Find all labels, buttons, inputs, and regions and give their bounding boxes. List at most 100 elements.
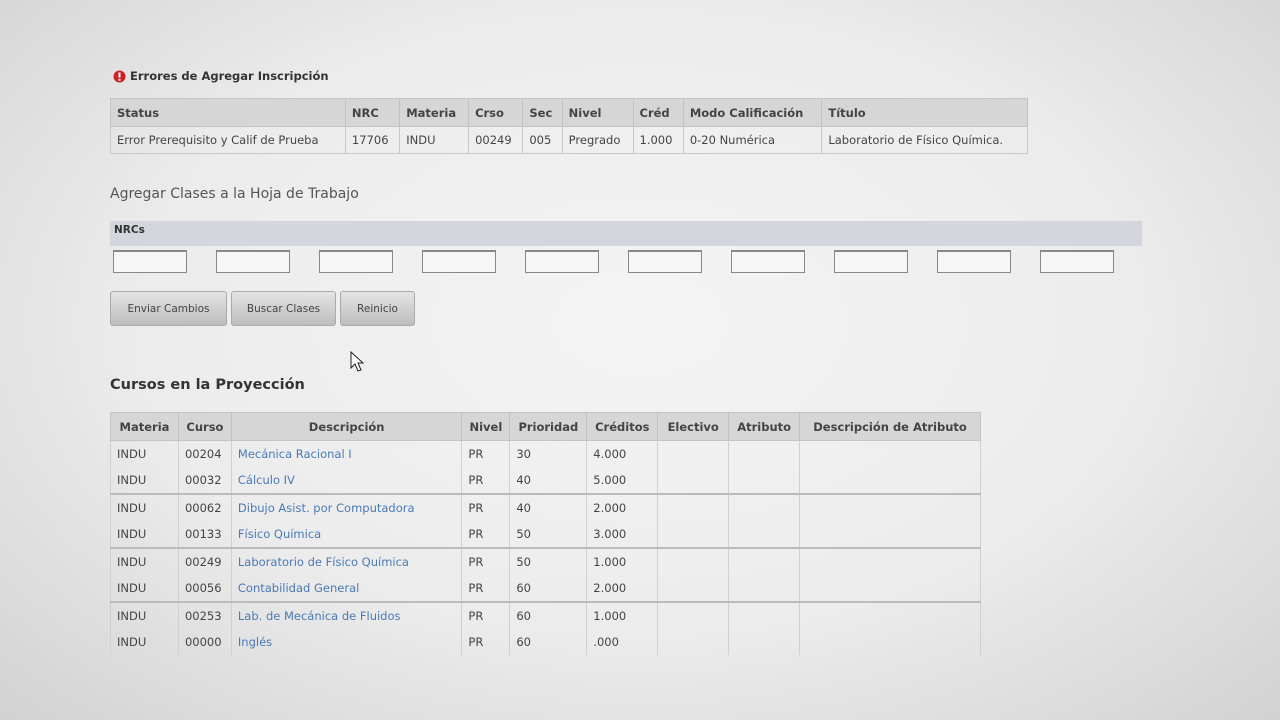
- cell: 005: [522, 126, 563, 154]
- cell: 17706: [344, 126, 401, 154]
- search-button[interactable]: Buscar Clases: [231, 291, 336, 326]
- cell: PR: [461, 467, 511, 494]
- course-link[interactable]: Físico Química: [237, 527, 322, 541]
- empty-cell: [657, 575, 730, 602]
- submit-button[interactable]: Enviar Cambios: [110, 291, 227, 326]
- cell: 30: [509, 440, 588, 467]
- header-cell: Materia: [110, 412, 179, 441]
- cell: Laboratorio de Físico Química: [230, 547, 463, 575]
- cell: 4.000: [586, 440, 659, 467]
- nrc-input[interactable]: [1040, 250, 1114, 273]
- error-row: Error Prerequisito y Calif de Prueba 1770…: [110, 126, 1028, 154]
- cell: 1.000: [632, 126, 684, 154]
- courses-title: Cursos en la Proyección: [110, 377, 305, 393]
- course-link[interactable]: Dibujo Asist. por Computadora: [237, 501, 415, 515]
- cell: 00204: [177, 440, 232, 467]
- empty-cell: [657, 440, 730, 467]
- nrc-input[interactable]: [216, 250, 290, 273]
- cell: 50: [509, 547, 588, 575]
- header-cell: Modo Calificación: [682, 98, 823, 127]
- cell: 40: [509, 467, 588, 494]
- course-link[interactable]: Lab. de Mecánica de Fluidos: [237, 609, 401, 623]
- cell: Inglés: [230, 629, 463, 655]
- header-cell: Título: [821, 98, 1028, 127]
- empty-cell: [799, 575, 981, 602]
- cell: 50: [509, 521, 588, 548]
- nrc-input[interactable]: [731, 250, 805, 273]
- courses-clip: Materia Curso Descripción Nivel Prioridad Cré…: [110, 412, 990, 665]
- cell: 00253: [177, 601, 232, 629]
- cell: Dibujo Asist. por Computadora: [230, 493, 463, 521]
- nrc-input[interactable]: [319, 250, 393, 273]
- nrc-input[interactable]: [422, 250, 496, 273]
- header-cell: Descripción de Atributo: [799, 412, 981, 441]
- cell: Físico Química: [230, 521, 463, 548]
- empty-cell: [728, 601, 801, 629]
- empty-cell: [799, 547, 981, 575]
- nrc-input[interactable]: [834, 250, 908, 273]
- nrc-input[interactable]: [628, 250, 702, 273]
- empty-cell: [799, 521, 981, 548]
- cell: 2.000: [586, 575, 659, 602]
- course-row: INDU 00133 Físico Química PR 50 3.000: [110, 521, 981, 548]
- course-row: INDU 00032 Cálculo IV PR 40 5.000: [110, 467, 981, 494]
- header-cell: Sec: [522, 98, 563, 127]
- course-link[interactable]: Inglés: [237, 635, 273, 649]
- cell: 00062: [177, 493, 232, 521]
- cell: INDU: [110, 521, 179, 548]
- empty-cell: [728, 467, 801, 494]
- nrc-input[interactable]: [525, 250, 599, 273]
- header-row: Materia Curso Descripción Nivel Prioridad Cré…: [110, 412, 981, 441]
- empty-cell: [799, 467, 981, 494]
- empty-cell: [728, 521, 801, 548]
- course-link[interactable]: Cálculo IV: [237, 473, 295, 487]
- header-cell: Curso: [177, 412, 232, 441]
- header-cell: Créditos: [586, 412, 659, 441]
- cell: 60: [509, 629, 588, 655]
- header-cell: Materia: [399, 98, 470, 127]
- empty-cell: [799, 629, 981, 655]
- empty-cell: [657, 547, 730, 575]
- cell: 60: [509, 601, 588, 629]
- nrc-input[interactable]: [113, 250, 187, 273]
- cell: PR: [461, 575, 511, 602]
- header-cell: NRC: [344, 98, 401, 127]
- cell: 2.000: [586, 493, 659, 521]
- cell: PR: [461, 493, 511, 521]
- cell: INDU: [110, 467, 179, 494]
- course-link[interactable]: Contabilidad General: [237, 581, 360, 595]
- course-row: INDU 00000 Inglés PR 60.000: [110, 629, 981, 655]
- cell: 1.000: [586, 547, 659, 575]
- header-cell: Nivel: [461, 412, 511, 441]
- cell: INDU: [110, 629, 179, 655]
- course-row: INDU 00056 Contabilidad General PR 60 2.000: [110, 575, 981, 602]
- cell: 00133: [177, 521, 232, 548]
- cell: 5.000: [586, 467, 659, 494]
- cell: PR: [461, 547, 511, 575]
- course-link[interactable]: Laboratorio de Físico Química: [237, 555, 409, 569]
- courses-table: Materia Curso Descripción Nivel Prioridad Cré…: [110, 412, 981, 655]
- cell: INDU: [110, 493, 179, 521]
- cursor: [350, 351, 365, 372]
- nrc-label: NRCs: [110, 221, 1142, 246]
- section-title: Agregar Clases a la Hoja de Trabajo: [110, 186, 359, 202]
- empty-cell: [728, 547, 801, 575]
- cell: 60: [509, 575, 588, 602]
- cell: PR: [461, 629, 511, 655]
- header-cell: Status: [110, 98, 346, 127]
- empty-cell: [728, 629, 801, 655]
- cell: INDU: [110, 547, 179, 575]
- cell: .000: [586, 629, 659, 655]
- empty-cell: [799, 493, 981, 521]
- reset-button[interactable]: Reinicio: [340, 291, 415, 326]
- cell: Cálculo IV: [230, 467, 463, 494]
- nrc-input[interactable]: [937, 250, 1011, 273]
- cell: 00032: [177, 467, 232, 494]
- cell: 00000: [177, 629, 232, 655]
- course-link[interactable]: Mecánica Racional I: [237, 447, 352, 461]
- cell: 00249: [468, 126, 524, 154]
- cell: Lab. de Mecánica de Fluidos: [230, 601, 463, 629]
- empty-cell: [799, 601, 981, 629]
- error-title: Errores de Agregar Inscripción: [130, 69, 329, 83]
- course-row: INDU 00204 Mecánica Racional I PR 30 4.000: [110, 440, 981, 467]
